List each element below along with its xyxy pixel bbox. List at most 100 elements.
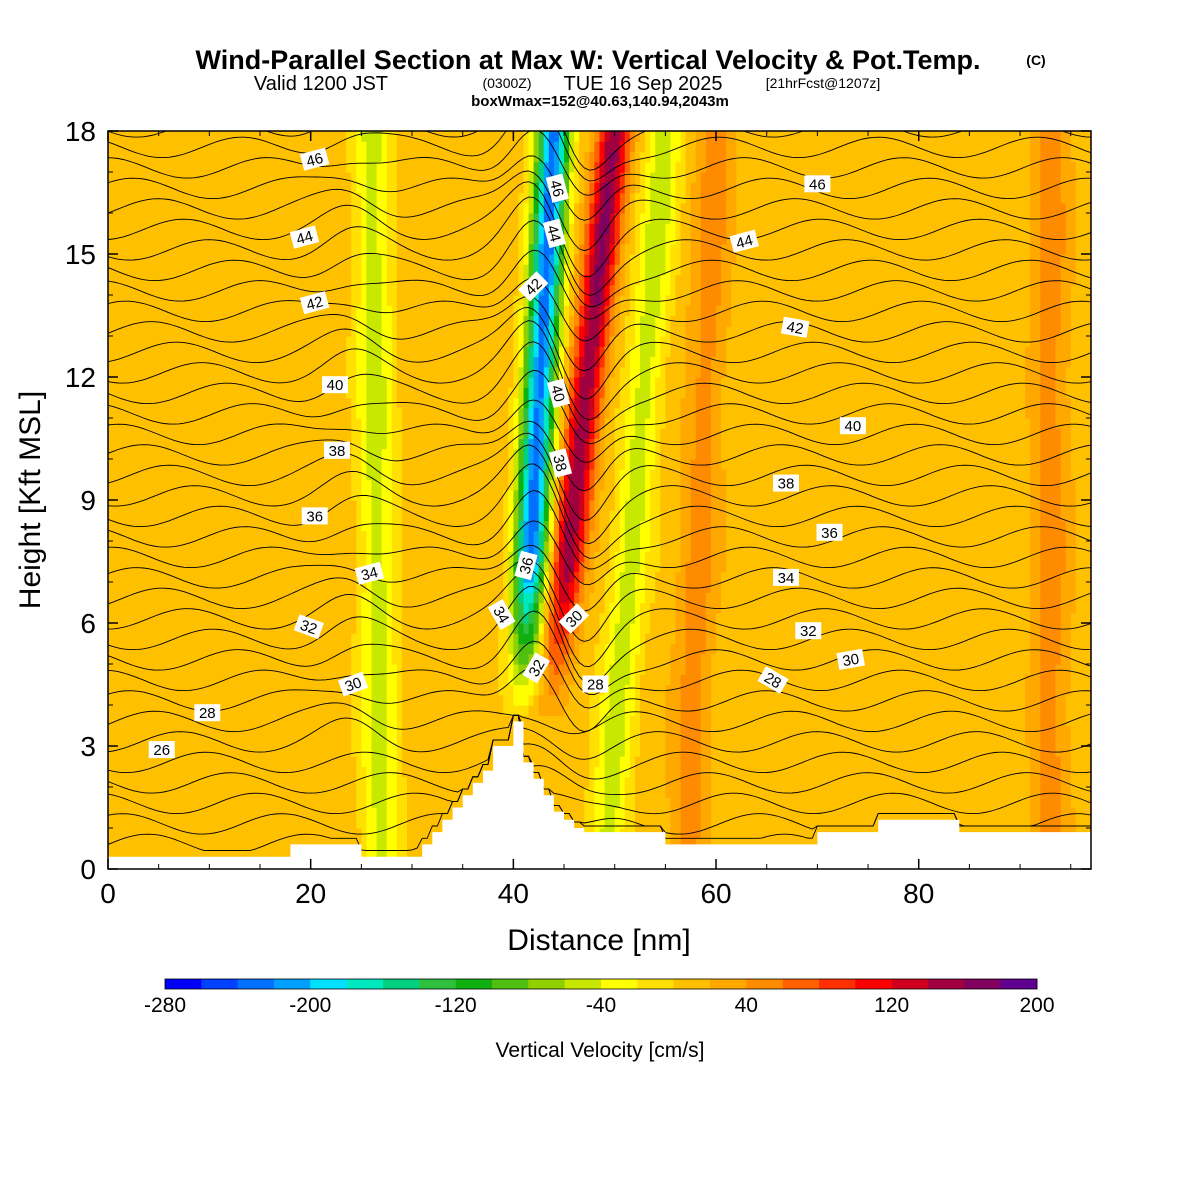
w-cell [138,520,145,532]
w-cell [199,418,205,429]
w-cell [123,694,129,706]
w-cell [204,243,210,255]
w-cell [346,705,352,716]
w-cell [184,848,190,860]
w-cell [189,233,195,245]
w-cell [346,172,352,183]
w-cell [224,715,231,727]
w-cell [260,315,266,327]
w-cell [427,797,433,809]
w-cell [305,694,312,706]
w-cell [300,336,307,347]
w-cell [153,182,160,194]
w-cell [285,561,291,573]
w-cell [320,346,327,358]
w-cell [148,674,155,686]
w-cell [361,305,368,317]
w-cell [214,274,221,286]
w-cell [123,397,129,409]
w-cell [366,274,373,286]
w-cell [280,664,286,675]
w-cell [361,284,368,296]
w-cell [401,223,408,235]
w-cell [396,807,403,819]
w-cell [168,479,175,491]
w-cell [229,674,236,686]
w-cell [148,161,155,173]
w-cell [265,705,271,716]
w-cell [341,356,347,368]
w-cell [371,735,378,747]
w-cell [275,623,281,634]
w-cell [224,674,231,686]
w-cell [254,817,261,829]
w-cell [153,387,160,399]
w-cell [275,787,281,798]
w-cell [330,336,337,347]
w-cell [330,664,337,675]
w-cell [290,500,297,511]
w-cell [173,448,180,460]
w-cell [407,787,413,798]
w-cell [351,797,357,809]
w-cell [265,274,271,286]
w-cell [412,202,418,214]
w-cell [239,325,246,337]
w-cell [113,797,119,809]
w-cell [260,438,266,450]
w-cell [310,254,317,265]
w-cell [249,469,256,481]
w-cell [118,787,124,798]
w-cell [412,592,418,604]
w-cell [452,674,459,686]
w-cell [224,787,231,798]
w-cell [239,838,246,850]
w-cell [280,674,286,686]
w-cell [295,387,302,399]
w-cell [229,407,236,419]
w-cell [143,151,150,163]
w-cell [219,254,226,265]
w-cell [447,489,454,501]
w-cell [457,746,464,757]
w-cell [234,274,241,286]
w-cell [143,592,150,604]
w-cell [239,223,246,235]
w-cell [315,356,322,368]
w-cell [396,653,403,665]
w-cell [437,715,444,727]
w-cell [280,366,286,378]
w-cell [239,715,246,727]
w-cell [280,705,286,716]
w-cell [330,766,337,778]
w-cell [275,274,281,286]
w-cell [280,479,286,491]
w-cell [244,192,251,204]
w-cell [209,623,215,634]
w-cell [320,735,327,747]
w-cell [204,407,210,419]
w-cell [270,182,276,194]
w-cell [361,653,368,665]
w-cell [396,274,403,286]
w-cell [234,776,241,788]
w-cell [432,407,438,419]
w-cell [275,172,281,183]
w-cell [315,202,322,214]
w-cell [437,233,444,245]
w-cell [254,776,261,788]
w-cell [244,223,251,235]
w-cell [229,448,236,460]
w-cell [280,694,286,706]
w-cell [437,192,444,204]
w-cell [280,684,286,696]
w-cell [219,643,226,655]
w-cell [229,664,236,675]
w-cell [249,582,256,593]
w-cell [189,643,195,655]
w-cell [163,592,170,604]
w-cell [351,233,357,245]
w-cell [133,746,139,757]
w-cell [351,500,357,511]
w-cell [356,500,362,511]
